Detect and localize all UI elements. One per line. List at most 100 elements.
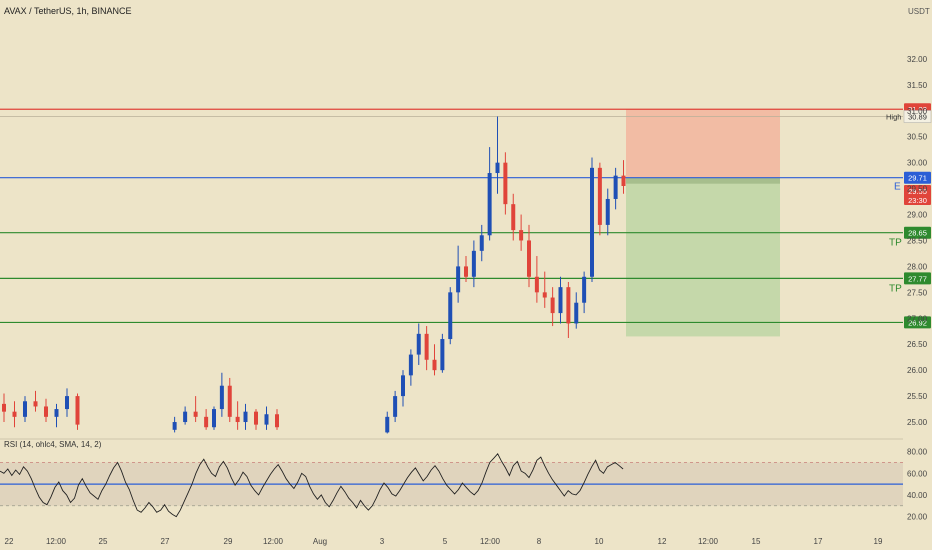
candle-body <box>566 287 571 324</box>
candle-body <box>432 359 437 371</box>
candle-body <box>487 173 492 236</box>
candle-body <box>605 198 610 225</box>
candle-body <box>264 414 269 425</box>
candle-body <box>527 240 531 277</box>
time-tick-label: 5 <box>443 537 448 546</box>
time-tick-label: 12:00 <box>46 537 67 546</box>
candle-body <box>448 292 453 340</box>
price-tick-label: 26.00 <box>907 366 928 375</box>
currency-label: USDT <box>908 7 930 16</box>
candle-body <box>172 422 177 430</box>
candle-body <box>464 266 468 277</box>
candle-body <box>2 403 6 412</box>
candle-body <box>401 375 405 397</box>
candle-body <box>193 411 198 417</box>
candle-body <box>212 409 216 428</box>
price-tick-label: 32.00 <box>907 55 928 64</box>
time-tick-label: 17 <box>814 537 823 546</box>
candle-body <box>582 276 587 303</box>
position-zones <box>626 109 780 337</box>
candle-body <box>416 333 421 355</box>
level-price-tag <box>904 316 931 329</box>
price-tick-label: 30.50 <box>907 133 928 142</box>
candle-body <box>23 401 27 417</box>
candle-body <box>65 396 69 410</box>
candle-body <box>503 162 508 205</box>
candle-body <box>227 385 232 417</box>
rsi-tick-label: 60.00 <box>907 469 928 478</box>
candle-body <box>613 175 618 199</box>
candle-body <box>424 333 429 360</box>
candle-body <box>235 416 240 423</box>
price-tick-label: 28.50 <box>907 236 928 245</box>
time-tick-label: 8 <box>537 537 542 546</box>
price-tick-label: 30.00 <box>907 159 928 168</box>
candle-body <box>204 416 209 428</box>
high-value-tag <box>903 110 932 123</box>
candle-body <box>621 175 626 186</box>
candle-body <box>243 411 248 423</box>
candle-body <box>597 167 602 225</box>
candle-body <box>550 297 555 314</box>
rsi-label: RSI (14, ohlc4, SMA, 14, 2) <box>4 440 102 449</box>
candle-body <box>54 409 59 417</box>
time-tick-label: 22 <box>5 537 14 546</box>
price-tick-label: 31.00 <box>907 107 928 116</box>
level-price-tag <box>904 272 931 285</box>
take-profit-zone <box>626 177 780 337</box>
entry-band <box>626 177 780 184</box>
time-tick-label: 12:00 <box>698 537 719 546</box>
time-axis: 22 12:00 25 27 29 12:00 Aug 3 5 12:00 8 10 12 12:00 15… <box>5 537 883 546</box>
level-price-tag <box>904 171 931 184</box>
candle-body <box>12 411 17 417</box>
candle-body <box>219 385 224 410</box>
tp-tag: TP <box>889 283 902 294</box>
price-tick-label: 25.50 <box>907 392 928 401</box>
candle-body <box>519 230 524 241</box>
candle-body <box>534 276 539 293</box>
candle-body <box>408 354 413 376</box>
time-tick-label: Aug <box>313 537 327 546</box>
high-label: High <box>886 112 901 121</box>
time-tick-label: 19 <box>874 537 883 546</box>
level-price-tag <box>904 226 931 239</box>
candle-body <box>574 302 579 324</box>
time-tick-label: 15 <box>752 537 761 546</box>
candle-body <box>33 401 38 407</box>
current-price-tag <box>904 185 931 205</box>
candle-body <box>183 411 188 423</box>
rsi-tick-label: 20.00 <box>907 513 928 522</box>
candle-body <box>254 411 258 425</box>
candle-body <box>542 292 547 298</box>
time-tick-label: 3 <box>380 537 385 546</box>
price-tick-label: 26.50 <box>907 340 928 349</box>
candle-body <box>44 406 48 417</box>
price-tick-label: 29.50 <box>907 185 928 194</box>
chart-title: AVAX / TetherUS, 1h, BINANCE <box>4 6 132 16</box>
price-tick-label: 25.00 <box>907 418 928 427</box>
candle-body <box>471 250 476 277</box>
rsi-tick-label: 80.00 <box>907 448 928 457</box>
level-price-label: 31.03 <box>908 105 927 114</box>
candle-body <box>511 204 516 231</box>
time-tick-label: 29 <box>224 537 233 546</box>
rsi-panel: RSI (14, ohlc4, SMA, 14, 2) 80.00 60.00 40.… <box>0 438 928 522</box>
price-tick-label: 27.50 <box>907 288 928 297</box>
level-price-label: 28.65 <box>908 229 927 238</box>
level-price-label: 29.71 <box>908 174 927 183</box>
time-tick-label: 12:00 <box>480 537 501 546</box>
price-tick-label: 28.00 <box>907 262 928 271</box>
candles-layer <box>2 116 626 434</box>
candle-body <box>590 167 594 277</box>
candle-body <box>385 416 390 433</box>
candle-body <box>495 162 500 174</box>
rsi-line <box>0 453 624 518</box>
time-tick-label: 25 <box>99 537 108 546</box>
candle-body <box>393 396 398 417</box>
stop-loss-zone <box>626 109 780 178</box>
level-price-label: 26.92 <box>908 318 927 327</box>
entry-tag: E <box>894 182 901 193</box>
time-tick-label: 27 <box>161 537 170 546</box>
time-tick-label: 12 <box>658 537 667 546</box>
